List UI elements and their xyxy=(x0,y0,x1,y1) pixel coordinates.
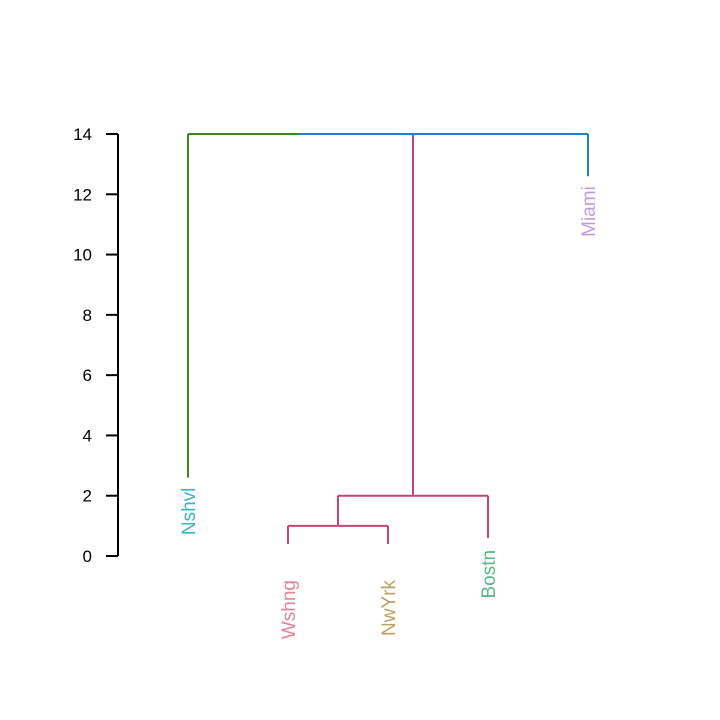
y-tick-label: 14 xyxy=(73,125,92,144)
leaf-label-nwyrk: NwYrk xyxy=(379,580,400,636)
y-tick-label: 10 xyxy=(73,246,92,265)
leaf-label-miami: Miami xyxy=(579,186,600,237)
y-tick-label: 4 xyxy=(83,426,92,445)
y-tick-label: 6 xyxy=(83,366,92,385)
dendrogram-branches xyxy=(187,133,589,544)
y-tick-label: 8 xyxy=(83,306,92,325)
leaf-label-nshvl: Nshvl xyxy=(179,488,200,536)
leaf-label-bostn: Bostn xyxy=(479,550,500,599)
y-tick-label: 0 xyxy=(83,547,92,566)
y-tick-label: 2 xyxy=(83,487,92,506)
y-tick-label: 12 xyxy=(73,185,92,204)
y-axis: 0 2 4 6 8 10 12 14 xyxy=(73,125,119,566)
leaf-labels: Nshvl Wshng NwYrk Bostn Miami xyxy=(179,186,600,639)
leaf-label-wshng: Wshng xyxy=(279,580,300,639)
